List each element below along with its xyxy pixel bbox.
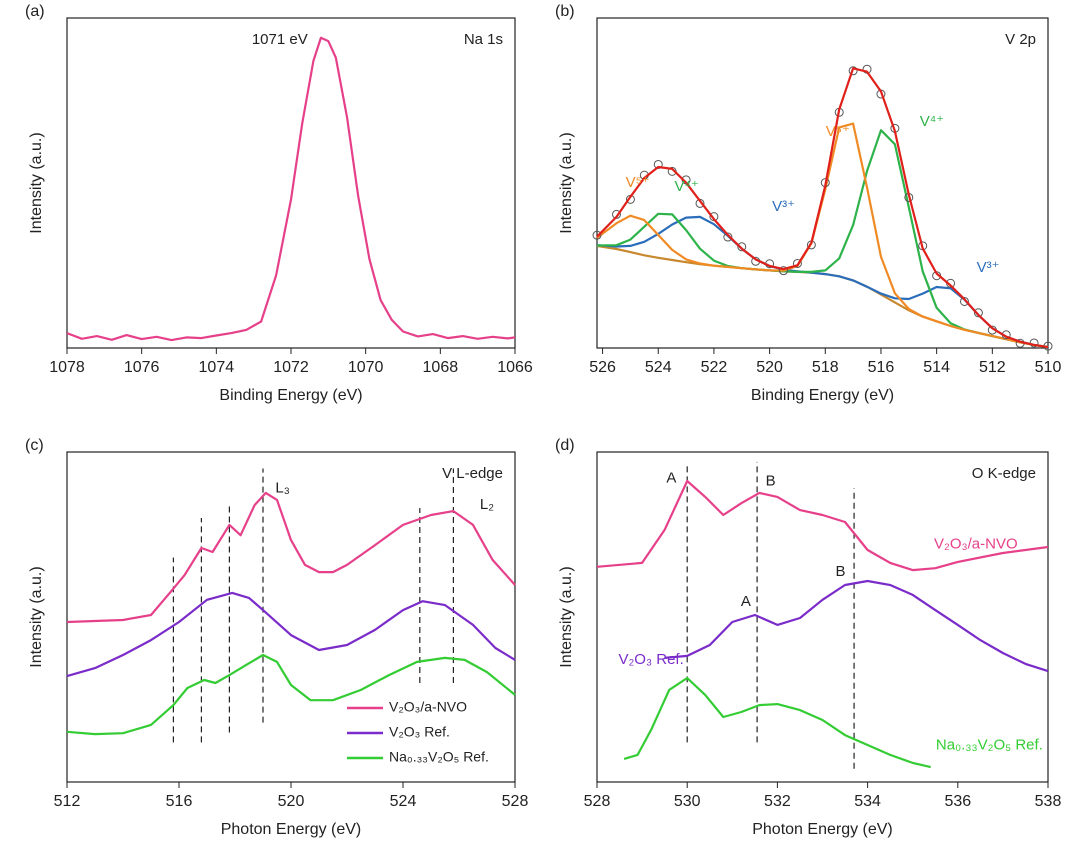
inset-label: O K-edge — [972, 465, 1036, 482]
x-tick-label: 530 — [674, 793, 701, 810]
y-axis-label: Intensity (a.u.) — [558, 132, 575, 233]
annotation: B — [836, 563, 846, 580]
x-tick-label: 1072 — [273, 359, 309, 376]
data-line — [623, 676, 931, 769]
inset-label: V 2p — [1005, 31, 1036, 48]
data-line — [596, 122, 1049, 349]
plot-frame — [596, 17, 1049, 349]
annotation: V⁴⁺ — [920, 113, 944, 130]
y-axis-label: Intensity (a.u.) — [28, 566, 45, 667]
x-tick-label: 528 — [502, 793, 529, 810]
data-line — [66, 36, 516, 342]
annotation: B — [766, 473, 776, 490]
x-tick-label: 1076 — [124, 359, 160, 376]
x-tick-label: 512 — [979, 359, 1006, 376]
x-tick-label: 534 — [854, 793, 881, 810]
annotation: V³⁺ — [772, 198, 795, 215]
x-tick-label: 516 — [868, 359, 895, 376]
x-tick-label: 520 — [278, 793, 305, 810]
data-point — [737, 242, 747, 252]
data-point — [959, 296, 969, 306]
data-point — [653, 159, 663, 169]
data-line — [596, 67, 1049, 349]
legend-label: V₂O₃ Ref. — [389, 724, 450, 740]
annotation: V⁴⁺ — [674, 178, 698, 195]
panel-label: (a) — [25, 3, 45, 20]
x-tick-label: 524 — [390, 793, 417, 810]
x-tick-label: 524 — [645, 359, 672, 376]
x-tick-label: 1070 — [348, 359, 384, 376]
data-point — [848, 66, 858, 76]
x-tick-label: 1066 — [497, 359, 533, 376]
data-line — [66, 491, 516, 624]
data-line — [664, 579, 1049, 673]
y-axis-label: Intensity (a.u.) — [28, 132, 45, 233]
plot-frame — [596, 451, 1049, 783]
annotation: L₃ — [275, 479, 289, 496]
x-tick-label: 538 — [1035, 793, 1062, 810]
annotation: V³⁺ — [977, 259, 1000, 276]
panel-label: (b) — [555, 3, 575, 20]
data-point — [973, 308, 983, 318]
annotation: V⁵⁺ — [826, 123, 850, 140]
x-tick-label: 516 — [166, 793, 193, 810]
x-tick-label: 1068 — [423, 359, 459, 376]
data-line — [596, 129, 1049, 349]
legend-label: V₂O₃/a-NVO — [389, 699, 467, 715]
x-tick-label: 536 — [944, 793, 971, 810]
x-axis-label: Photon Energy (eV) — [752, 821, 893, 838]
annotation: V₂O₃ Ref. — [618, 651, 683, 668]
x-tick-label: 522 — [701, 359, 728, 376]
x-axis-label: Binding Energy (eV) — [219, 387, 362, 404]
x-tick-label: 1078 — [49, 359, 85, 376]
data-point — [792, 258, 802, 268]
data-point — [592, 230, 602, 240]
x-tick-label: 1074 — [199, 359, 235, 376]
plot-frame — [66, 17, 516, 349]
annotation: L₂ — [480, 496, 494, 513]
data-point — [779, 266, 789, 276]
annotation: A — [741, 593, 751, 610]
x-tick-label: 514 — [923, 359, 950, 376]
y-axis-label: Intensity (a.u.) — [558, 566, 575, 667]
inset-label: Na 1s — [464, 31, 503, 48]
inset-label: V L-edge — [442, 465, 503, 482]
x-tick-label: 510 — [1035, 359, 1062, 376]
annotation: V₂O₃/a-NVO — [934, 535, 1018, 552]
data-line — [66, 653, 516, 736]
annotation: Na₀.₃₃V₂O₅ Ref. — [936, 737, 1043, 754]
x-tick-label: 512 — [54, 793, 81, 810]
x-tick-label: 528 — [584, 793, 611, 810]
x-axis-label: Photon Energy (eV) — [221, 821, 362, 838]
x-tick-label: 518 — [812, 359, 839, 376]
data-line — [596, 479, 1049, 572]
data-point — [723, 232, 733, 242]
annotation: V⁵⁺ — [626, 174, 650, 191]
panel-label: (d) — [555, 437, 575, 454]
x-axis-label: Binding Energy (eV) — [751, 387, 894, 404]
x-tick-label: 520 — [756, 359, 783, 376]
annotation: A — [666, 469, 676, 486]
data-line — [596, 215, 1049, 349]
x-tick-label: 526 — [589, 359, 616, 376]
panel-label: (c) — [25, 437, 44, 454]
x-tick-label: 532 — [764, 793, 791, 810]
legend-label: Na₀.₃₃V₂O₅ Ref. — [389, 749, 489, 765]
annotation: 1071 eV — [252, 31, 308, 48]
data-line — [66, 591, 516, 678]
